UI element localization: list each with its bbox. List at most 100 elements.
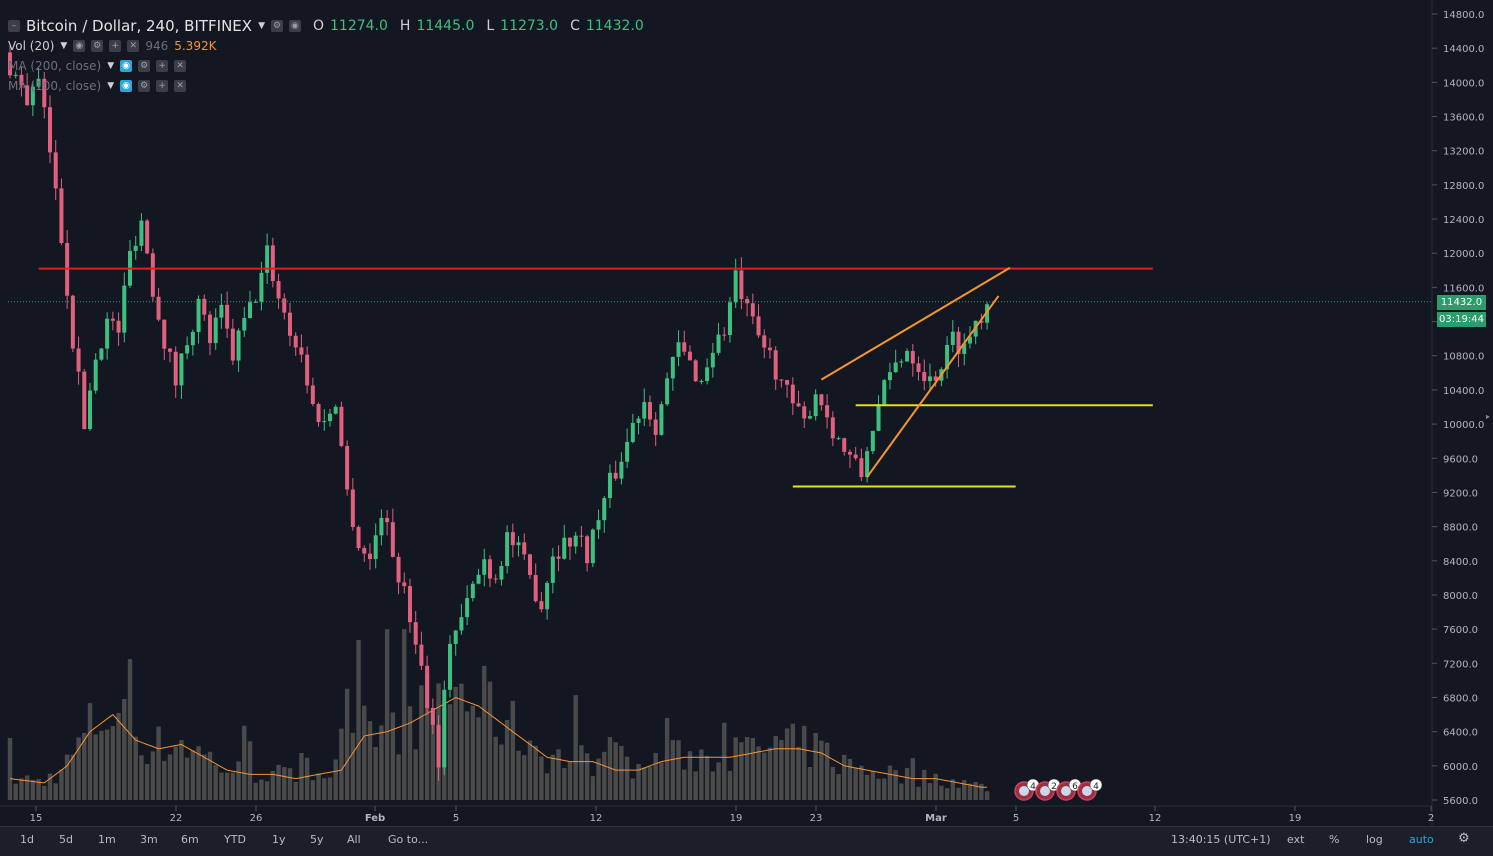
volume-bar [567,762,573,800]
volume-bar [956,787,961,800]
candle-body [779,379,784,381]
volume-bar [70,754,76,800]
price-tick-label: 5600.0 [1443,796,1478,807]
candle-body [93,359,98,391]
auto-toggle[interactable]: auto [1409,833,1434,846]
volume-bar [390,712,396,800]
close-icon[interactable]: ✕ [174,60,187,72]
eye-icon[interactable]: ◉ [120,60,133,72]
ext-toggle[interactable]: ext [1287,833,1305,846]
candle-body [653,419,658,435]
range-1d[interactable]: 1d [20,833,34,846]
candle-body [162,319,167,349]
price-tick-label: 6800.0 [1443,693,1478,704]
add-icon[interactable]: + [156,80,169,92]
volume-bar [30,779,36,800]
candle-body [36,78,41,87]
gear-icon[interactable]: ⚙ [1458,831,1470,846]
candle-body [242,318,247,331]
candle-body [367,553,372,560]
candle-body [76,348,81,372]
volume-bar [939,785,944,800]
volume-indicator-label[interactable]: Vol (20) [8,39,55,53]
volume-bar [704,755,710,800]
goto-button[interactable]: Go to... [388,833,429,846]
percent-toggle[interactable]: % [1329,833,1340,846]
volume-bar [327,777,333,800]
range-6m[interactable]: 6m [181,833,199,846]
candle-body [733,270,738,303]
low-label: L [486,18,495,34]
log-toggle[interactable]: log [1366,833,1383,846]
candle-body [950,331,955,345]
volume-bar [430,712,436,800]
add-icon[interactable]: + [109,40,122,52]
ma100-label[interactable]: MA (100, close) [8,79,102,93]
event-count-label: 6 [1072,782,1078,792]
volume-bar [13,783,18,800]
eye-icon[interactable]: ◉ [120,80,133,92]
chevron-down-icon[interactable]: ▼ [107,81,115,91]
candle-body [287,312,292,336]
range-1y[interactable]: 1y [272,833,286,846]
chevron-down-icon[interactable]: ▼ [60,41,68,51]
range-1m[interactable]: 1m [98,833,116,846]
range-all[interactable]: All [347,833,361,846]
low-value: 11273.0 [500,18,559,34]
settings-icon[interactable]: ⚙ [270,20,283,32]
price-tick-label: 9200.0 [1443,488,1478,499]
volume-bar [59,769,64,800]
hide-icon[interactable]: ◉ [73,40,86,52]
close-icon[interactable]: ✕ [127,40,140,52]
ma200-label[interactable]: MA (200, close) [8,59,102,73]
chevron-down-icon[interactable]: ▼ [258,21,265,31]
time-tick-label: 5 [1013,813,1019,824]
volume-bar [670,740,676,800]
volume-bar [859,765,864,800]
range-5y[interactable]: 5y [310,833,324,846]
volume-bar [202,754,207,800]
open-label: O [312,18,325,34]
volume-bar [19,778,24,800]
candle-body [213,317,218,344]
volume-bar [750,737,756,800]
time-tick-label: 12 [1149,813,1162,824]
volume-bar [76,737,81,800]
scale-drag-handle[interactable]: ▸ [1486,412,1491,421]
settings-icon[interactable]: ⚙ [138,80,151,92]
candle-body [345,445,350,490]
candle-body [47,107,52,153]
candle-body [727,302,732,336]
candle-body [813,394,818,417]
chevron-down-icon[interactable]: ▼ [107,61,115,71]
range-3m[interactable]: 3m [140,833,158,846]
volume-bar [842,754,847,800]
volume-bar [447,704,453,800]
volume-bar [773,735,778,800]
range-5d[interactable]: 5d [59,833,73,846]
collapse-icon[interactable]: – [8,20,20,32]
symbol-title[interactable]: Bitcoin / Dollar, 240, BITFINEX [26,17,253,35]
candle-body [310,385,315,404]
volume-bar [127,659,133,800]
candle-body [922,371,927,382]
range-ytd[interactable]: YTD [224,833,246,846]
volume-bar [356,640,361,800]
settings-icon[interactable]: ⚙ [138,60,151,72]
candle-body [556,556,561,559]
candle-body [265,245,270,273]
add-icon[interactable]: + [156,60,169,72]
candle-body [305,354,310,386]
hide-icon[interactable]: ◉ [288,20,301,32]
close-icon[interactable]: ✕ [174,80,187,92]
volume-bar [162,760,167,800]
volume-bars [7,629,990,800]
candle-body [630,422,635,442]
clock-timezone[interactable]: 13:40:15 (UTC+1) [1171,833,1271,846]
open-value: 11274.0 [330,18,388,34]
candle-body [956,331,961,354]
candle-body [945,344,950,370]
settings-icon[interactable]: ⚙ [91,40,104,52]
event-count-label: 4 [1030,782,1036,792]
